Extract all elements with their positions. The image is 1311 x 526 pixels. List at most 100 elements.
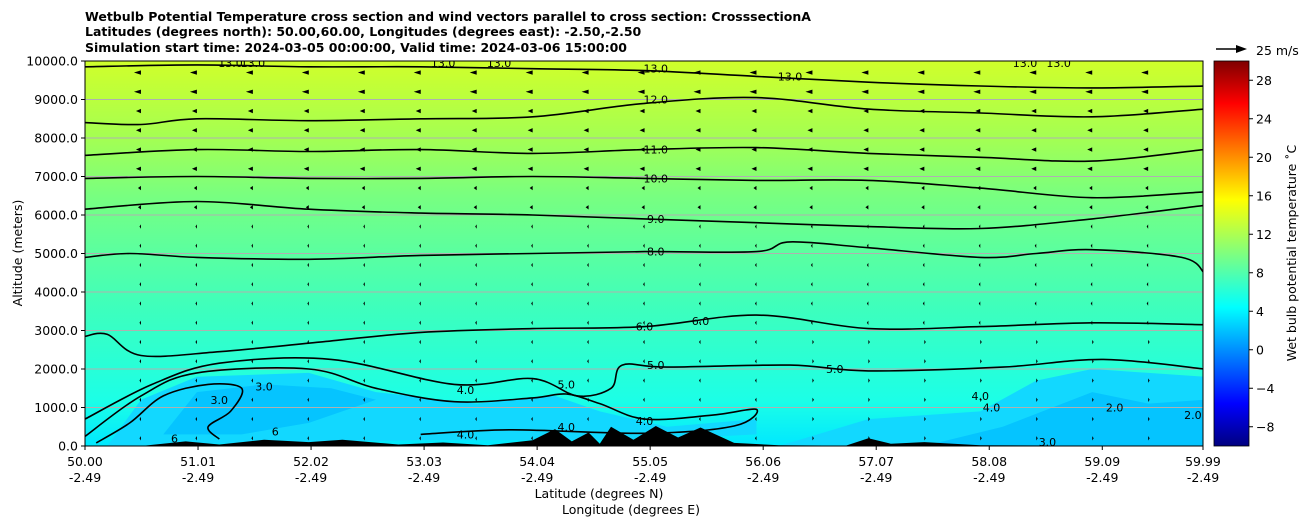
wind-vector-349 bbox=[1034, 262, 1037, 268]
wind-vector-370 bbox=[1090, 243, 1093, 248]
wind-vector-376 bbox=[1087, 128, 1093, 133]
wind-vector-234 bbox=[695, 166, 701, 171]
colorbar-tick-label-5: 12 bbox=[1256, 227, 1272, 242]
wind-vector-227 bbox=[699, 301, 701, 306]
wind-vector-360 bbox=[1092, 436, 1094, 441]
wind-vector-166 bbox=[531, 320, 533, 325]
wind-vector-306 bbox=[922, 320, 925, 325]
wind-vector-300 bbox=[924, 436, 926, 441]
y-tick-label-5: 5000.0 bbox=[34, 246, 78, 261]
wind-vector-33 bbox=[137, 185, 141, 191]
y-axis-label: Altitude (meters) bbox=[10, 200, 25, 307]
wind-vector-283 bbox=[868, 378, 870, 383]
wind-vector-308 bbox=[922, 282, 925, 287]
contour-label-28: 3.0 bbox=[1039, 436, 1057, 449]
wind-vector-214 bbox=[639, 166, 645, 171]
wind-vector-83 bbox=[307, 378, 309, 383]
wind-vector-378 bbox=[1085, 89, 1093, 94]
wind-vector-286 bbox=[866, 320, 869, 325]
wind-vector-100 bbox=[363, 436, 365, 441]
wind-vector-141 bbox=[475, 416, 477, 422]
wind-vector-32 bbox=[137, 205, 141, 210]
y-tick-label-7: 7000.0 bbox=[34, 169, 78, 184]
wind-vector-183 bbox=[587, 378, 589, 383]
x-tick-lat-0: 50.00 bbox=[67, 454, 103, 469]
wind-vector-256 bbox=[751, 128, 757, 133]
wind-vector-253 bbox=[753, 185, 757, 191]
wind-vector-316 bbox=[919, 128, 925, 133]
wind-vector-259 bbox=[749, 70, 757, 75]
wind-vector-84 bbox=[307, 359, 309, 364]
x-tick-lon-6: -2.49 bbox=[747, 470, 779, 485]
contour-label-8: 12.0 bbox=[644, 94, 669, 107]
wind-vector-377 bbox=[1087, 108, 1093, 114]
wind-vector-191 bbox=[587, 224, 589, 229]
wind-vector-25 bbox=[139, 339, 141, 345]
wind-vector-113 bbox=[361, 185, 365, 191]
wind-vector-204 bbox=[643, 359, 645, 364]
wind-vector-20 bbox=[139, 436, 141, 441]
y-tick-label-6: 6000.0 bbox=[34, 208, 78, 223]
wind-vector-31 bbox=[139, 224, 141, 229]
wind-vector-28 bbox=[139, 282, 141, 287]
wind-vector-91 bbox=[307, 224, 309, 229]
wind-vector-392 bbox=[1145, 205, 1149, 210]
wind-vector-318 bbox=[917, 89, 925, 94]
contour-label-18: 4.0 bbox=[457, 384, 475, 397]
wind-vector-104 bbox=[363, 359, 365, 364]
wind-vector-325 bbox=[980, 339, 982, 345]
wind-vector-72 bbox=[249, 205, 253, 210]
wind-vector-394 bbox=[1143, 166, 1149, 171]
wind-vector-270 bbox=[810, 243, 813, 248]
wind-vector-294 bbox=[863, 166, 869, 171]
wind-vector-246 bbox=[754, 320, 757, 325]
quiver-key-arrowhead bbox=[1236, 45, 1247, 53]
wind-vector-337 bbox=[975, 108, 981, 114]
wind-vector-385 bbox=[1148, 339, 1150, 345]
y-tick-label-10: 10000.0 bbox=[26, 54, 78, 69]
wind-vector-305 bbox=[924, 339, 926, 345]
wind-vector-330 bbox=[978, 243, 981, 248]
wind-vector-61 bbox=[251, 416, 253, 422]
wind-vector-242 bbox=[754, 397, 757, 402]
wind-vector-277 bbox=[807, 108, 813, 114]
wind-vector-56 bbox=[191, 128, 197, 133]
wind-vector-176 bbox=[527, 128, 533, 133]
wind-vector-45 bbox=[195, 339, 197, 345]
wind-vector-371 bbox=[1090, 224, 1093, 229]
wind-vector-390 bbox=[1146, 243, 1149, 248]
wind-vector-343 bbox=[1036, 378, 1038, 383]
wind-vector-210 bbox=[643, 243, 645, 248]
wind-vector-74 bbox=[247, 166, 253, 171]
wind-vector-351 bbox=[1034, 224, 1037, 229]
wind-vector-86 bbox=[307, 320, 309, 325]
wind-vector-247 bbox=[754, 301, 757, 306]
wind-vector-35 bbox=[135, 147, 141, 152]
x-tick-lon-3: -2.49 bbox=[408, 470, 440, 485]
wind-vector-168 bbox=[531, 282, 533, 287]
chart-title-line-2: Latitudes (degrees north): 50.00,60.00, … bbox=[85, 24, 642, 39]
wind-vector-255 bbox=[751, 147, 757, 152]
wind-vector-96 bbox=[303, 128, 309, 133]
wind-vector-137 bbox=[415, 108, 421, 114]
wind-vector-131 bbox=[419, 224, 421, 229]
wind-vector-367 bbox=[1090, 301, 1093, 306]
y-axis: 0.0 1000.0 2000.0 3000.0 4000.0 5000.0 6000.0 7… bbox=[26, 54, 85, 454]
wind-vector-320 bbox=[980, 436, 982, 441]
wind-vector-47 bbox=[195, 301, 197, 306]
wind-vector-154 bbox=[471, 166, 477, 171]
wind-vector-134 bbox=[415, 166, 421, 171]
wind-vector-339 bbox=[973, 70, 981, 75]
wind-vector-53 bbox=[193, 185, 197, 191]
wind-vector-151 bbox=[475, 224, 477, 229]
wind-vector-245 bbox=[754, 339, 757, 345]
wind-vector-30 bbox=[139, 243, 141, 248]
cold-air-patches bbox=[107, 369, 1203, 446]
wind-vector-19 bbox=[78, 70, 85, 74]
wind-vector-206 bbox=[643, 320, 645, 325]
wind-vector-323 bbox=[980, 378, 982, 383]
wind-vector-292 bbox=[865, 205, 869, 210]
wind-vector-116 bbox=[359, 128, 365, 133]
contour-label-12: 8.0 bbox=[647, 246, 665, 259]
wind-vector-89 bbox=[307, 262, 309, 268]
